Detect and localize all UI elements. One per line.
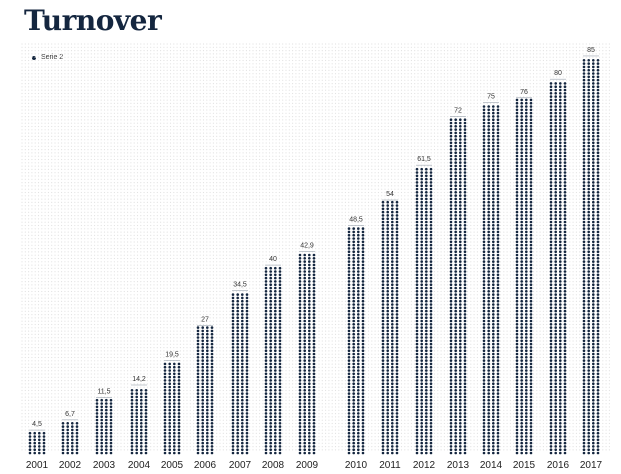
bar-dots-2010 [347, 227, 365, 455]
bar-dots-2008 [264, 266, 282, 455]
bar-dots-2006 [196, 326, 214, 455]
x-tick-label-2001: 2001 [26, 460, 49, 471]
bar-dots-2013 [449, 118, 467, 455]
bar-dots-2005 [163, 362, 181, 455]
bar-2009 [298, 251, 316, 455]
x-tick-label-2006: 2006 [194, 460, 217, 471]
bar-2007 [231, 290, 249, 455]
x-tick-label-2004: 2004 [128, 460, 151, 471]
x-tick-label-2005: 2005 [161, 460, 184, 471]
data-label-2015: 76 [520, 89, 528, 96]
x-tick-label-2012: 2012 [413, 460, 436, 471]
bar-2002 [61, 419, 79, 455]
x-tick-label-2011: 2011 [379, 460, 401, 471]
data-label-2011: 54 [386, 191, 394, 198]
data-label-2010: 48,5 [349, 217, 363, 224]
data-label-2012: 61,5 [417, 156, 431, 163]
data-label-2008: 40 [269, 256, 277, 263]
bar-dots-2002 [61, 422, 79, 455]
x-tick-label-2009: 2009 [296, 460, 319, 471]
bar-dots-2014 [482, 105, 500, 455]
bar-2008 [264, 264, 282, 455]
data-label-2002: 6,7 [65, 411, 75, 418]
bar-2014 [482, 102, 500, 455]
x-tick-label-2002: 2002 [59, 460, 82, 471]
data-label-2003: 11,5 [97, 389, 110, 396]
data-label-2014: 75 [487, 93, 495, 100]
bar-2001 [28, 429, 46, 455]
legend-marker-icon [32, 55, 36, 60]
bar-dots-2011 [381, 200, 399, 455]
bar-2013 [449, 116, 467, 455]
data-label-2006: 27 [201, 317, 209, 324]
data-label-2013: 72 [454, 107, 462, 114]
bar-2003 [95, 397, 113, 455]
x-tick-label-2014: 2014 [480, 460, 503, 471]
bar-2011 [381, 199, 399, 455]
x-tick-label-2017: 2017 [580, 460, 603, 471]
background-dot-grid [21, 43, 611, 451]
x-tick-label-2008: 2008 [262, 460, 285, 471]
data-label-2004: 14,2 [132, 376, 146, 383]
bar-dots-2007 [231, 293, 249, 455]
bar-dots-2003 [95, 398, 113, 455]
bar-dots-2001 [28, 431, 46, 455]
data-label-2017: 85 [587, 47, 595, 54]
bar-dots-2004 [130, 389, 148, 455]
data-label-2016: 80 [554, 70, 562, 77]
bar-2016 [549, 78, 567, 455]
bar-dots-2017 [582, 59, 600, 455]
data-label-2007: 34,5 [233, 282, 247, 289]
bar-2006 [196, 325, 214, 455]
grid-dots [21, 43, 611, 451]
x-tick-label-2010: 2010 [345, 460, 368, 471]
bar-2005 [163, 360, 181, 455]
bar-2015 [515, 97, 533, 455]
data-label-2001: 4,5 [32, 421, 42, 428]
bar-dots-2012 [415, 167, 433, 455]
bar-dots-2009 [298, 253, 316, 455]
bar-2010 [347, 225, 365, 455]
data-label-2009: 42,9 [300, 243, 314, 250]
bar-2004 [130, 384, 148, 455]
bar-2017 [582, 55, 600, 455]
x-tick-label-2015: 2015 [513, 460, 536, 471]
x-tick-label-2003: 2003 [93, 460, 116, 471]
chart-title: Turnover [24, 4, 162, 37]
bar-dots-2015 [515, 98, 533, 455]
data-label-2005: 19,5 [165, 351, 179, 358]
bar-2012 [415, 164, 433, 455]
x-tick-label-2007: 2007 [229, 460, 252, 471]
x-tick-label-2013: 2013 [447, 460, 470, 471]
x-tick-label-2016: 2016 [547, 460, 570, 471]
bar-dots-2016 [549, 82, 567, 455]
